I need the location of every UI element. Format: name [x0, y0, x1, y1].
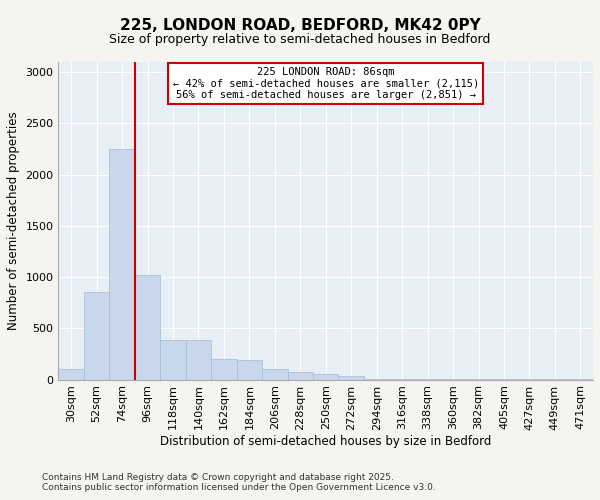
Bar — [58, 370, 84, 380]
X-axis label: Distribution of semi-detached houses by size in Bedford: Distribution of semi-detached houses by … — [160, 435, 491, 448]
Y-axis label: Number of semi-detached properties: Number of semi-detached properties — [7, 112, 20, 330]
Text: 225 LONDON ROAD: 86sqm
← 42% of semi-detached houses are smaller (2,115)
56% of : 225 LONDON ROAD: 86sqm ← 42% of semi-det… — [173, 66, 479, 100]
Bar — [313, 374, 338, 380]
Bar — [262, 369, 287, 380]
Text: 225, LONDON ROAD, BEDFORD, MK42 0PY: 225, LONDON ROAD, BEDFORD, MK42 0PY — [119, 18, 481, 32]
Bar — [186, 340, 211, 380]
Bar — [109, 149, 135, 380]
Bar — [135, 275, 160, 380]
Text: Size of property relative to semi-detached houses in Bedford: Size of property relative to semi-detach… — [109, 32, 491, 46]
Bar — [338, 376, 364, 380]
Text: Contains public sector information licensed under the Open Government Licence v3: Contains public sector information licen… — [42, 482, 436, 492]
Bar — [236, 360, 262, 380]
Bar — [287, 372, 313, 380]
Bar — [364, 379, 389, 380]
Bar — [211, 359, 236, 380]
Text: Contains HM Land Registry data © Crown copyright and database right 2025.: Contains HM Land Registry data © Crown c… — [42, 472, 394, 482]
Bar — [84, 292, 109, 380]
Bar — [160, 340, 186, 380]
